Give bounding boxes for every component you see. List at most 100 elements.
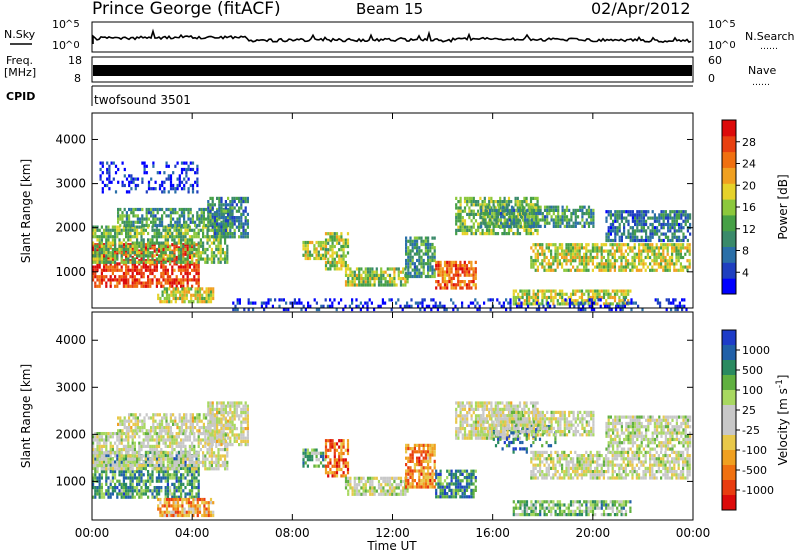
power-cell [198,290,202,294]
velocity-cell [164,467,167,471]
power-cell [125,211,128,215]
power-cell [136,281,139,285]
power-cell [644,243,647,247]
power-cell [642,222,645,227]
power-cell [180,161,184,165]
power-cell [168,293,171,297]
power-cell [481,206,484,210]
velocity-cell [100,473,103,477]
power-cell [660,238,663,243]
power-cell [629,235,632,239]
power-cell [404,267,407,271]
power-cell [349,283,352,287]
power-cell [431,268,434,272]
power-cell [640,213,643,217]
power-cell [105,284,108,288]
power-cell [158,235,161,239]
power-cell [110,180,113,184]
power-cell [244,206,247,210]
power-cell [106,161,109,165]
power-cell [133,260,136,264]
power-cell [218,235,221,239]
power-cell [351,301,354,305]
power-cell [538,304,541,308]
power-cell [114,257,117,261]
velocity-cell [147,451,150,455]
power-cell [459,283,462,287]
velocity-cell [180,466,183,470]
power-cell [140,244,143,248]
velocity-cell [142,479,145,483]
power-cell [622,292,625,296]
power-cell [651,222,654,227]
power-cell [107,241,110,245]
power-cell [596,262,599,266]
power-cell [197,251,200,255]
power-cell [600,259,603,263]
power-cell [518,232,522,236]
power-cell [569,268,572,272]
power-cell [600,252,603,256]
power-cell [485,209,489,213]
velocity-cell [166,473,169,477]
power-cell [107,238,110,242]
power-cell [152,214,155,218]
power-cell [680,238,683,243]
power-cell [131,278,134,282]
power-cell [92,241,95,245]
power-cell [441,286,444,290]
velocity-cell [175,467,178,471]
power-cell [224,231,227,236]
power-cell [518,212,522,216]
power-cell [478,304,481,308]
power-cell [443,276,447,280]
power-cell [455,216,458,220]
power-cell [308,256,312,261]
power-cell [665,307,668,312]
power-cell [679,268,682,272]
velocity-cell [186,470,189,474]
velocity-cell [173,473,176,477]
power-cell [353,283,356,287]
velocity-cell [184,495,187,499]
power-cell [109,278,112,282]
power-cell [178,220,181,224]
power-cell [103,278,106,282]
power-cell [240,216,243,220]
power-cell [153,235,156,239]
power-cell [521,292,524,296]
power-cell [450,267,453,271]
power-cell [160,244,163,248]
power-cell [220,222,223,226]
power-cell [472,225,475,229]
power-cell [171,265,174,269]
power-cell [474,304,477,308]
power-cell [131,241,134,245]
velocity-cell [155,438,158,442]
power-cell [591,289,595,293]
velocity-cell [160,435,163,439]
power-cell [242,232,245,236]
velocity-cell [94,457,97,461]
power-cell [208,228,211,232]
power-cell [238,216,241,220]
power-cell [179,293,182,297]
power-cell [512,302,515,306]
velocity-cell [191,495,194,499]
power-cell [181,300,184,304]
power-cell [461,267,464,271]
power-cell [631,246,634,250]
power-cell [397,277,400,281]
velocity-cell [125,460,128,464]
power-cell [199,251,202,255]
power-cell [169,260,172,264]
power-cell [616,246,619,250]
power-cell [452,260,455,264]
power-cell [625,235,628,239]
power-cell [664,232,667,236]
power-cell [532,196,535,200]
power-cell [590,215,593,219]
beam-title: Beam 15 [356,0,423,18]
power-cell [342,260,345,265]
velocity-cell [162,441,165,445]
